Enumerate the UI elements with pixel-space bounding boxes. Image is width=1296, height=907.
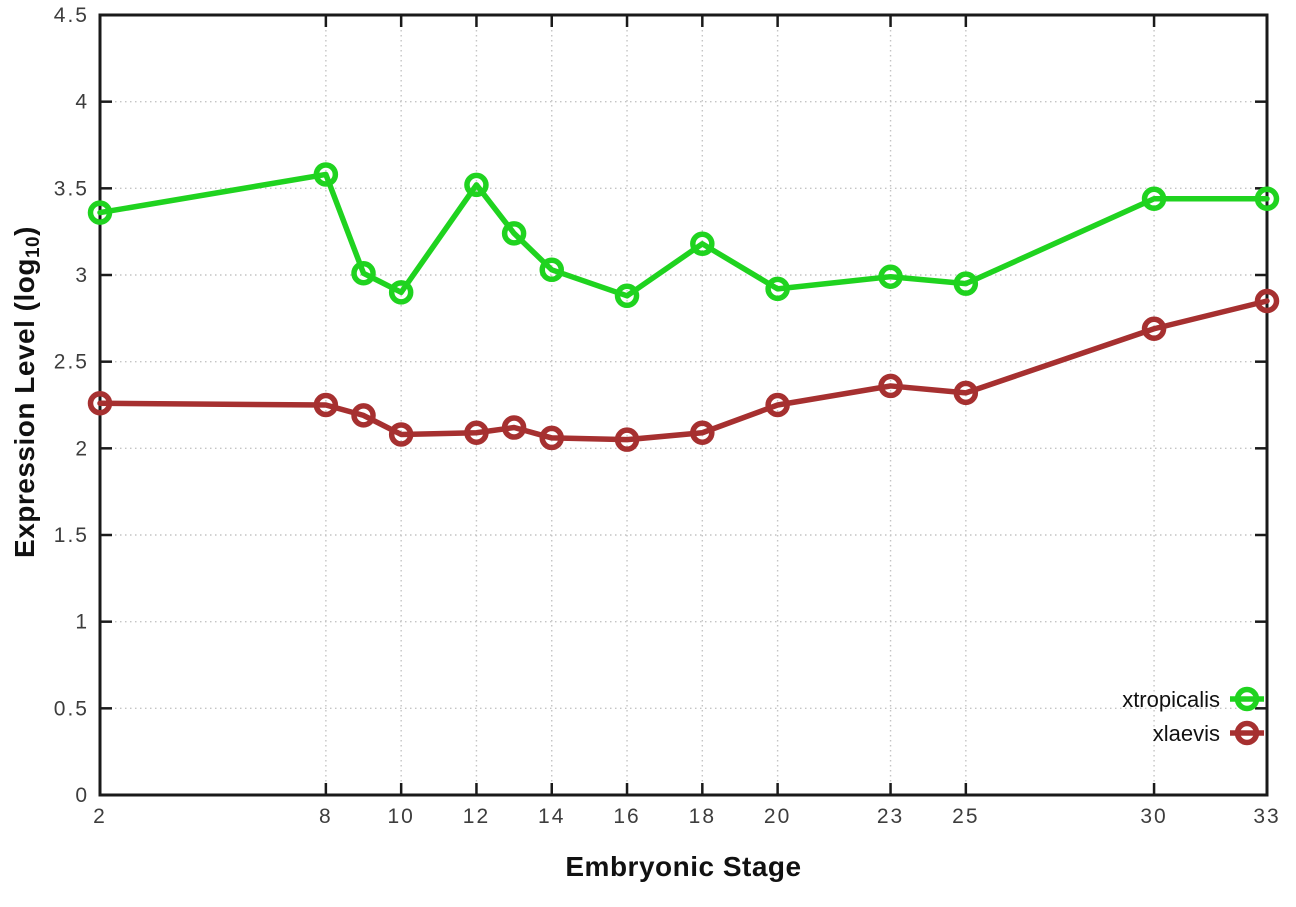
y-tick-label: 0.5 (54, 697, 89, 720)
data-point-xtropicalis (690, 231, 715, 257)
data-point-xtropicalis (501, 221, 527, 246)
x-tick-label: 16 (613, 805, 640, 828)
y-tick-label: 2.5 (54, 351, 89, 374)
x-tick-label: 33 (1253, 805, 1280, 828)
data-point-xtropicalis (87, 200, 113, 225)
data-point-xtropicalis (953, 271, 979, 296)
y-axis-title: Expression Level (log10) (9, 226, 45, 558)
data-point-xlaevis (1141, 316, 1167, 341)
data-point-xlaevis (388, 422, 414, 447)
x-tick-label: 10 (387, 805, 414, 828)
data-point-xtropicalis (539, 257, 564, 283)
y-tick-label: 1 (75, 611, 89, 634)
x-tick-label: 18 (689, 805, 716, 828)
legend-label-xlaevis: xlaevis (1153, 721, 1220, 746)
y-tick-label: 3 (75, 264, 89, 287)
data-point-xlaevis (313, 392, 339, 418)
data-point-xlaevis (351, 403, 376, 428)
x-tick-label: 25 (952, 805, 979, 828)
data-point-xlaevis (1254, 288, 1280, 314)
data-point-xtropicalis (765, 276, 790, 302)
data-point-xtropicalis (464, 172, 489, 198)
x-tick-label: 8 (319, 805, 333, 828)
data-point-xtropicalis (1141, 186, 1167, 211)
y-tick-label: 4 (75, 91, 89, 114)
data-point-xtropicalis (614, 283, 640, 309)
x-tick-label: 12 (463, 805, 490, 828)
legend-label-xtropicalis: xtropicalis (1122, 687, 1220, 712)
data-point-xtropicalis (1254, 186, 1280, 211)
data-point-xlaevis (464, 420, 489, 445)
y-axis-title-subscript: 10 (22, 235, 44, 259)
data-point-xlaevis (878, 373, 903, 399)
y-axis-title-text: Expression Level (log (9, 258, 41, 558)
legend-marker-xlaevis (1234, 720, 1260, 746)
data-point-xtropicalis (351, 261, 376, 286)
x-tick-label: 2 (93, 805, 107, 828)
legend-marker-xtropicalis (1234, 686, 1260, 712)
x-tick-label: 14 (538, 805, 565, 828)
data-point-xlaevis (501, 415, 527, 440)
data-point-xlaevis (87, 391, 113, 416)
y-tick-label: 0 (75, 784, 89, 807)
data-point-xlaevis (953, 380, 979, 406)
data-point-xtropicalis (313, 162, 339, 187)
y-tick-label: 4.5 (54, 4, 89, 27)
data-point-xlaevis (614, 427, 640, 452)
data-point-xlaevis (690, 420, 715, 445)
data-point-xtropicalis (388, 280, 414, 305)
series-line-xlaevis (97, 298, 1270, 443)
data-point-xtropicalis (878, 264, 903, 289)
x-axis-title: Embryonic Stage (565, 851, 802, 882)
y-tick-label: 3.5 (54, 177, 89, 200)
series-line-xtropicalis (97, 171, 1270, 299)
data-point-xlaevis (539, 425, 564, 451)
x-tick-label: 30 (1140, 805, 1167, 828)
y-tick-label: 2 (75, 437, 89, 460)
x-tick-label: 23 (877, 805, 904, 828)
x-tick-label: 20 (764, 805, 791, 828)
y-axis-title-close: ) (9, 226, 41, 236)
data-point-xlaevis (765, 392, 790, 418)
y-tick-label: 1.5 (54, 524, 89, 547)
